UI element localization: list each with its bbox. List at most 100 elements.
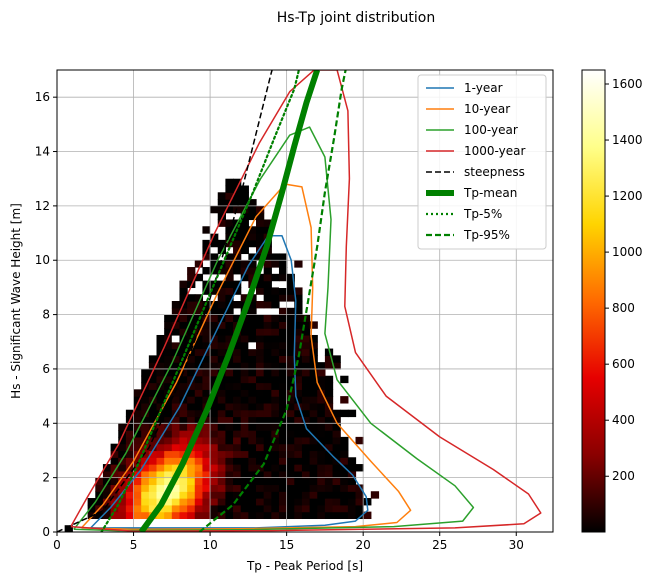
heatmap-cell — [309, 402, 318, 411]
heatmap-cell — [225, 498, 234, 506]
heatmap-cell — [278, 402, 288, 411]
heatmap-cell — [324, 389, 334, 397]
heatmap-cell — [294, 409, 303, 418]
heatmap-cell — [370, 491, 380, 499]
heatmap-cell — [125, 477, 135, 486]
heatmap-cell — [332, 443, 341, 452]
heatmap-cell — [355, 491, 364, 499]
heatmap-cell — [256, 375, 265, 384]
heatmap-cell — [233, 430, 242, 438]
heatmap-cell — [294, 341, 303, 350]
heatmap-cell — [309, 504, 318, 513]
heatmap-cell — [225, 470, 234, 479]
heatmap-cell — [156, 450, 165, 458]
heatmap-cell — [164, 477, 173, 486]
heatmap-cell — [194, 416, 204, 424]
heatmap-cell — [286, 273, 295, 282]
heatmap-cell — [233, 464, 242, 472]
heatmap-cell — [324, 491, 334, 499]
heatmap-cell — [301, 450, 311, 458]
heatmap-cell — [240, 396, 249, 404]
heatmap-cell — [294, 396, 303, 404]
heatmap-cell — [294, 504, 303, 513]
heatmap-cell — [233, 511, 242, 520]
heatmap-cell — [263, 504, 272, 513]
heatmap-cell — [294, 511, 303, 520]
heatmap-cell — [125, 484, 135, 492]
heatmap-cell — [210, 226, 219, 234]
heatmap-cell — [256, 239, 265, 248]
heatmap-cell — [271, 328, 280, 336]
heatmap-cell — [271, 409, 280, 418]
heatmap-cell — [217, 409, 226, 418]
heatmap-cell — [355, 511, 364, 520]
heatmap-cell — [194, 491, 204, 499]
heatmap-cell — [141, 498, 150, 506]
heatmap-cell — [225, 321, 234, 329]
heatmap-cell — [309, 321, 318, 329]
heatmap-cell — [164, 423, 173, 431]
heatmap-cell — [332, 423, 341, 431]
heatmap-cell — [340, 504, 349, 513]
heatmap-cell — [148, 498, 158, 506]
heatmap-cell — [248, 253, 257, 261]
heatmap-cell — [202, 498, 211, 506]
heatmap-cell — [194, 511, 204, 520]
heatmap-cell — [324, 477, 334, 486]
heatmap-cell — [248, 368, 257, 377]
heatmap-cell — [256, 389, 265, 397]
heatmap-cell — [110, 470, 119, 479]
heatmap-cell — [194, 464, 204, 472]
heatmap-cell — [317, 498, 326, 506]
heatmap-cell — [179, 341, 188, 350]
y-tick-label: 12 — [35, 199, 50, 213]
heatmap-cell — [294, 491, 303, 499]
heatmap-cell — [240, 355, 249, 363]
heatmap-cell — [210, 321, 219, 329]
heatmap-cell — [179, 470, 188, 479]
heatmap-cell — [240, 334, 249, 343]
heatmap-cell — [171, 457, 181, 465]
heatmap-cell — [95, 477, 104, 486]
heatmap-cell — [141, 416, 150, 424]
heatmap-cell — [278, 457, 288, 465]
heatmap-cell — [210, 267, 219, 275]
heatmap-cell — [286, 389, 295, 397]
heatmap-cell — [164, 375, 173, 384]
heatmap-cell — [340, 511, 349, 520]
heatmap-cell — [271, 294, 280, 302]
y-axis-label: Hs - Significant Wave Height [m] — [9, 203, 23, 399]
heatmap-cell — [294, 430, 303, 438]
legend-box — [417, 74, 547, 250]
heatmap-cell — [240, 382, 249, 390]
heatmap-cell — [324, 464, 334, 472]
heatmap-cell — [317, 443, 326, 452]
heatmap-cell — [217, 341, 226, 350]
heatmap-cell — [286, 334, 295, 343]
heatmap-cell — [187, 457, 196, 465]
heatmap-cell — [225, 328, 234, 336]
heatmap-cell — [271, 450, 280, 458]
heatmap-cell — [125, 450, 135, 458]
heatmap-cell — [317, 423, 326, 431]
heatmap-cell — [194, 477, 204, 486]
heatmap-cell — [233, 389, 242, 397]
heatmap-cell — [301, 362, 311, 370]
heatmap-cell — [148, 389, 158, 397]
heatmap-cell — [278, 362, 288, 370]
legend-label: 1000-year — [464, 144, 525, 158]
heatmap-cell — [156, 396, 165, 404]
colorbar — [581, 69, 606, 533]
heatmap-cell — [240, 362, 249, 370]
heatmap-cell — [141, 430, 150, 438]
heatmap-cell — [202, 470, 211, 479]
heatmap-cell — [194, 368, 204, 377]
heatmap-cell — [118, 498, 127, 506]
heatmap-cell — [256, 457, 265, 465]
colorbar-tick-label: 200 — [612, 469, 635, 483]
heatmap-cell — [217, 470, 226, 479]
heatmap-cell — [263, 436, 272, 445]
heatmap-cell — [202, 511, 211, 520]
heatmap-cell — [179, 511, 188, 520]
heatmap-cell — [363, 511, 372, 520]
